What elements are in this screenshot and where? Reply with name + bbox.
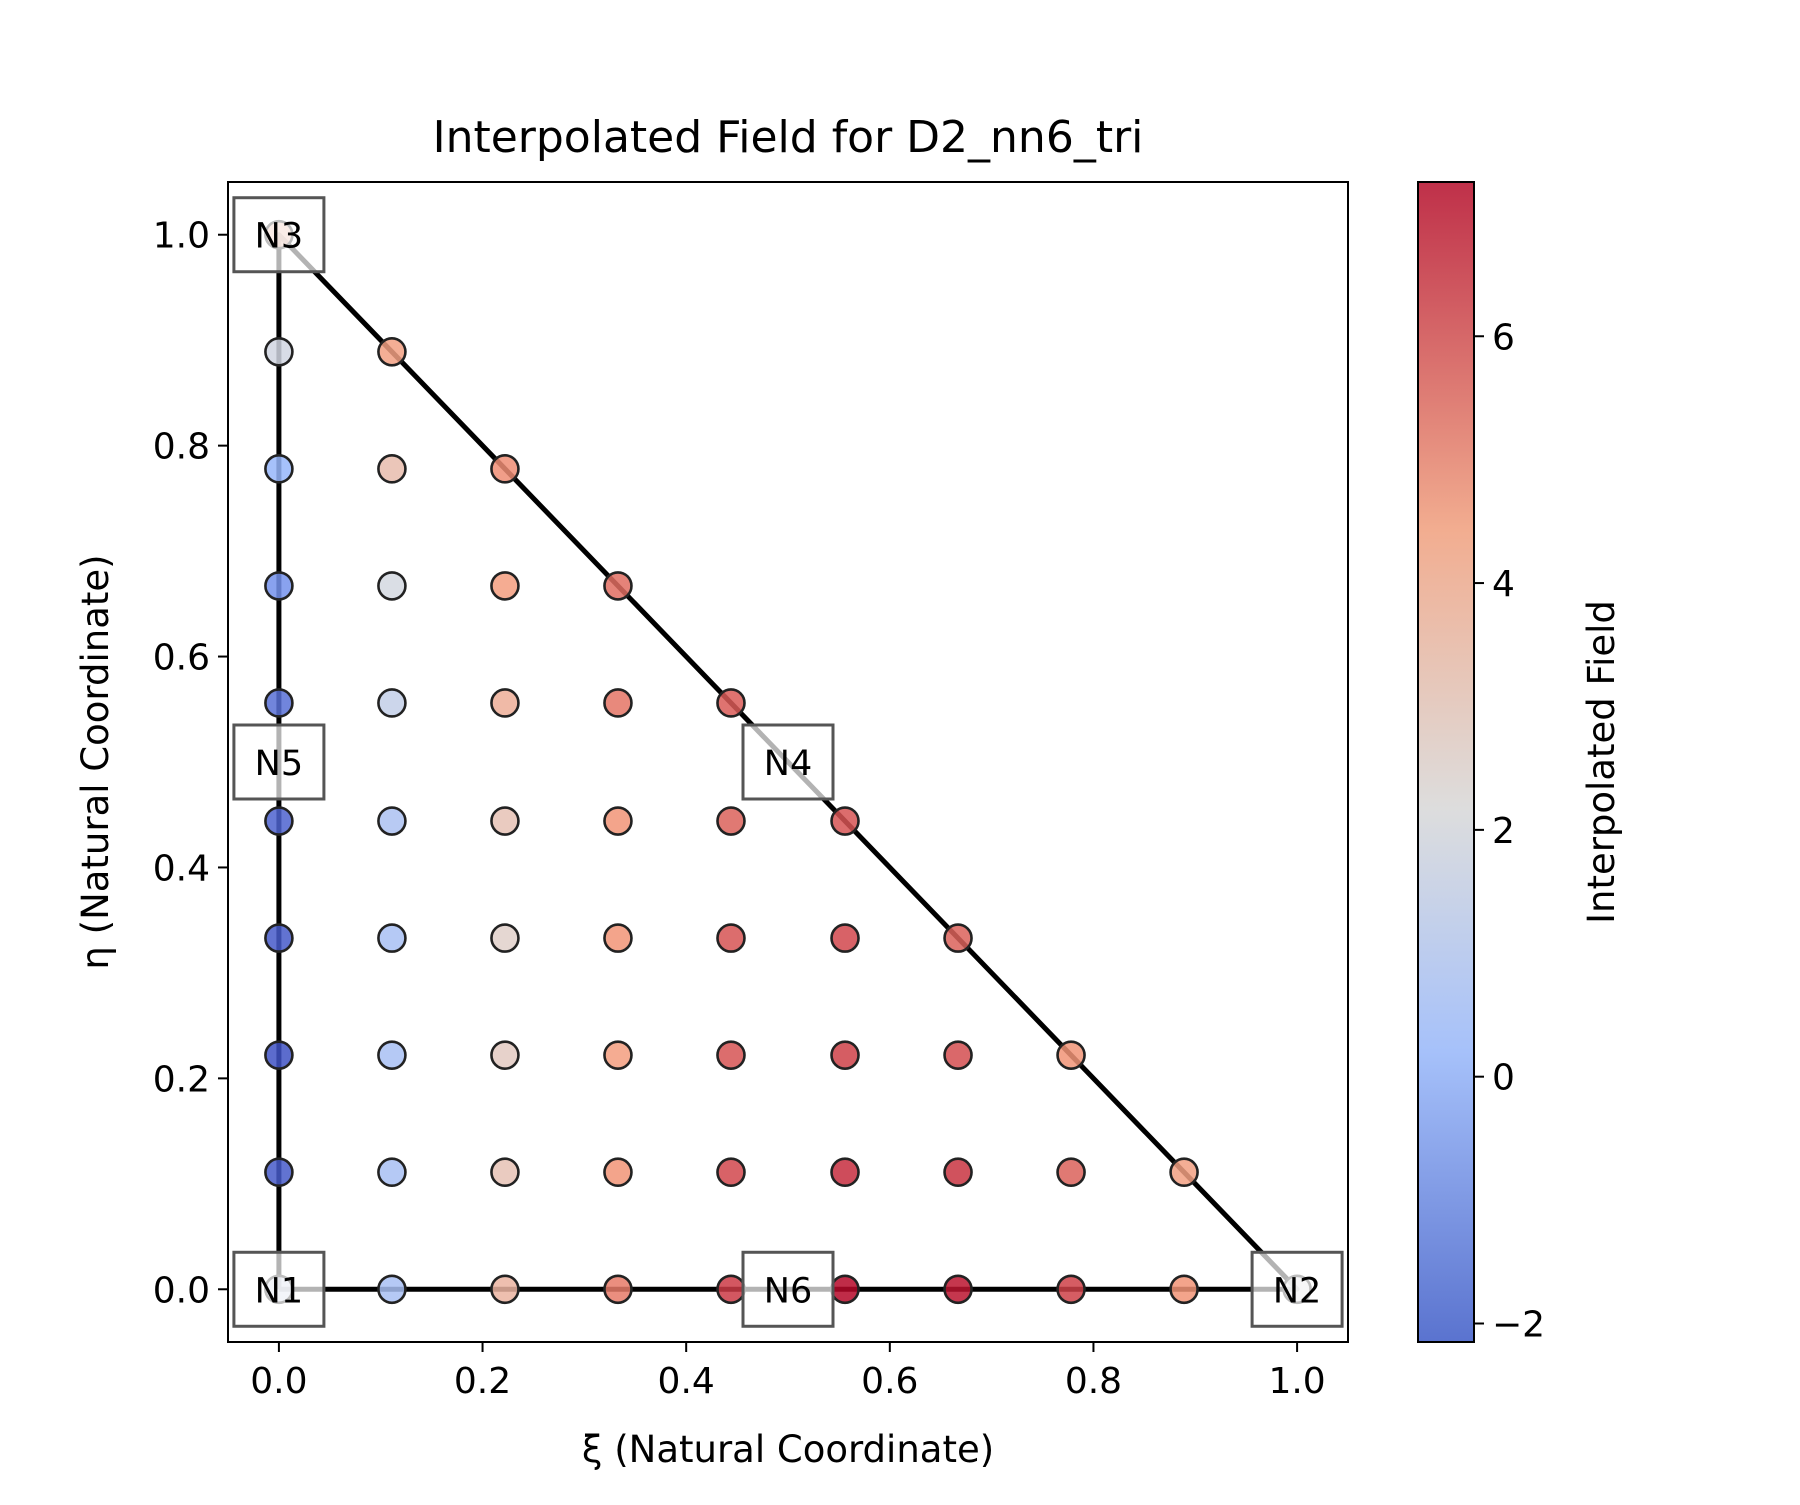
data-point — [378, 338, 405, 365]
colorbar-tick-label: 2 — [1492, 811, 1515, 852]
y-tick-label: 0.0 — [153, 1270, 210, 1311]
colorbar: −2 0 2 4 6 Interpolated Field — [1418, 182, 1623, 1345]
data-point — [491, 925, 518, 952]
data-point — [265, 925, 292, 952]
x-tick-label: 1.0 — [1268, 1361, 1325, 1402]
data-point — [378, 572, 405, 599]
colorbar-tick-label: −2 — [1492, 1304, 1545, 1345]
colorbar-tick-label: 0 — [1492, 1058, 1515, 1099]
data-point — [1171, 1276, 1198, 1303]
x-tick-label: 0.6 — [861, 1361, 918, 1402]
data-point — [1171, 1159, 1198, 1186]
x-axis: 0.0 0.2 0.4 0.6 0.8 1.0 — [250, 1342, 1325, 1402]
data-point — [491, 1042, 518, 1069]
data-point — [832, 808, 859, 835]
data-point — [717, 1276, 744, 1303]
x-tick-label: 0.0 — [250, 1361, 307, 1402]
y-tick-label: 0.4 — [153, 848, 210, 889]
node-label: N3 — [255, 217, 303, 257]
data-point — [265, 338, 292, 365]
chart-title: Interpolated Field for D2_nn6_tri — [433, 112, 1144, 163]
data-point — [1058, 1159, 1085, 1186]
data-point — [604, 1276, 631, 1303]
data-point — [832, 1276, 859, 1303]
x-tick-label: 0.2 — [454, 1361, 511, 1402]
node-label: N1 — [255, 1271, 303, 1311]
y-axis: 0.0 0.2 0.4 0.6 0.8 1.0 — [153, 216, 228, 1312]
data-point — [378, 925, 405, 952]
data-point — [265, 689, 292, 716]
data-point — [378, 1276, 405, 1303]
y-tick-label: 0.2 — [153, 1059, 210, 1100]
data-point — [265, 1042, 292, 1069]
data-point — [491, 689, 518, 716]
colorbar-label: Interpolated Field — [1580, 600, 1623, 924]
data-point — [945, 925, 972, 952]
data-point — [945, 1042, 972, 1069]
data-point — [717, 925, 744, 952]
data-point — [378, 808, 405, 835]
data-point — [832, 1159, 859, 1186]
data-point — [491, 1276, 518, 1303]
data-point — [378, 455, 405, 482]
node-label: N4 — [764, 744, 812, 784]
data-point — [945, 1159, 972, 1186]
data-point — [604, 1042, 631, 1069]
data-point — [378, 1042, 405, 1069]
plot-area: N1 N2 N3 N4 N5 N6 — [234, 198, 1342, 1327]
data-point — [378, 1159, 405, 1186]
data-point — [265, 455, 292, 482]
node-label: N6 — [764, 1271, 812, 1311]
data-point — [491, 455, 518, 482]
data-point — [604, 925, 631, 952]
data-point — [717, 808, 744, 835]
y-tick-label: 1.0 — [153, 216, 210, 257]
data-point — [265, 572, 292, 599]
data-point — [1058, 1042, 1085, 1069]
data-point — [604, 572, 631, 599]
data-point — [265, 1159, 292, 1186]
data-point — [945, 1276, 972, 1303]
data-point — [717, 1159, 744, 1186]
data-point — [491, 572, 518, 599]
data-point — [604, 689, 631, 716]
y-tick-label: 0.6 — [153, 638, 210, 679]
colorbar-tick-label: 6 — [1492, 317, 1515, 358]
data-point — [378, 689, 405, 716]
y-axis-label: η (Natural Coordinate) — [74, 554, 117, 969]
data-point — [604, 1159, 631, 1186]
node-label: N5 — [255, 744, 303, 784]
data-point — [832, 925, 859, 952]
x-tick-label: 0.4 — [658, 1361, 715, 1402]
data-point — [491, 808, 518, 835]
data-point — [832, 1042, 859, 1069]
colorbar-ticks: −2 0 2 4 6 — [1474, 317, 1545, 1345]
data-point — [491, 1159, 518, 1186]
colorbar-tick-label: 4 — [1492, 564, 1515, 605]
data-point — [717, 689, 744, 716]
data-point — [1058, 1276, 1085, 1303]
y-tick-label: 0.8 — [153, 427, 210, 468]
node-label: N2 — [1273, 1271, 1321, 1311]
colorbar-gradient — [1418, 182, 1474, 1342]
x-tick-label: 0.8 — [1065, 1361, 1122, 1402]
x-axis-label: ξ (Natural Coordinate) — [582, 1428, 994, 1471]
data-point — [604, 808, 631, 835]
data-point — [717, 1042, 744, 1069]
data-point — [265, 808, 292, 835]
